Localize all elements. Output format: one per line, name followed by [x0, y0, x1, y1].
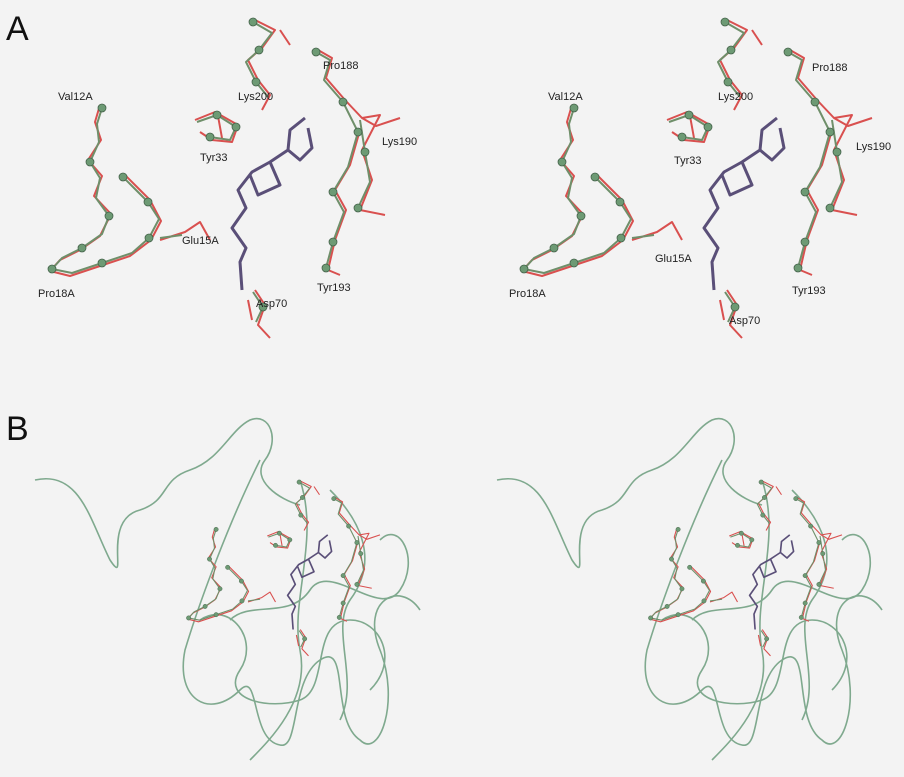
sticks-left — [186, 480, 380, 656]
figure: A Val12A Lys200 Pro188 Tyr33 Lys190 Glu1… — [0, 0, 904, 777]
residue-label: Glu15A — [182, 235, 219, 247]
panel-letter: A — [6, 10, 29, 48]
residue-label: Tyr33 — [200, 152, 228, 164]
labels-left: Val12A Lys200 Pro188 Tyr33 Lys190 Glu15A… — [38, 60, 417, 310]
residue-label: Val12A — [548, 91, 583, 103]
residue-label: Tyr193 — [792, 285, 826, 297]
ribbon-left — [35, 419, 420, 760]
residue-label: Pro18A — [38, 288, 75, 300]
ribbon-right — [497, 419, 882, 760]
residue-label: Val12A — [58, 91, 93, 103]
residue-label: Pro18A — [509, 288, 546, 300]
residue-label: Pro188 — [812, 62, 847, 74]
residue-label: Asp70 — [256, 298, 287, 310]
residue-label: Asp70 — [729, 315, 760, 327]
residue-label: Glu15A — [655, 253, 692, 265]
residue-label: Tyr33 — [674, 155, 702, 167]
residue-label: Pro188 — [323, 60, 358, 72]
residue-label: Lys190 — [856, 141, 891, 153]
sticks-right — [648, 480, 842, 656]
residue-label: Tyr193 — [317, 282, 351, 294]
panel-letter: B — [6, 410, 29, 448]
residue-label: Lys190 — [382, 136, 417, 148]
residue-label: Lys200 — [238, 91, 273, 103]
residue-label: Lys200 — [718, 91, 753, 103]
